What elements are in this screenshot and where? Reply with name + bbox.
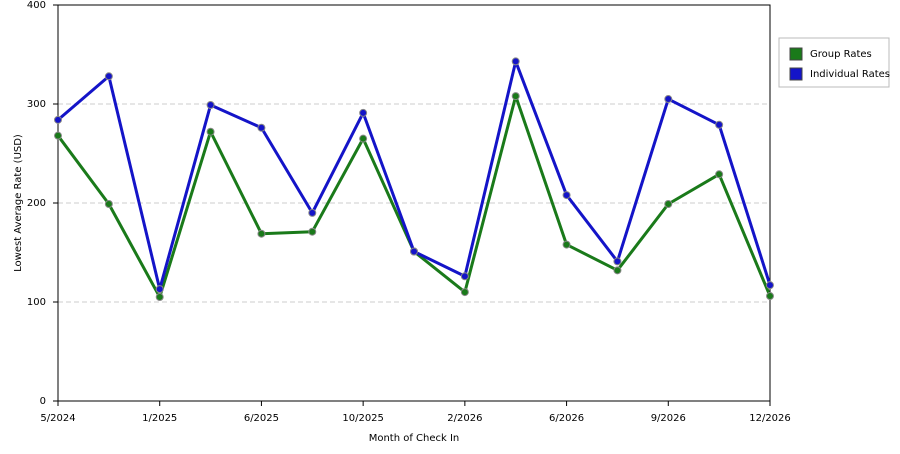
data-point — [511, 92, 520, 101]
data-point — [613, 266, 622, 275]
y-tick-label: 400 — [27, 0, 46, 11]
x-tick-label: 1/2025 — [142, 413, 177, 424]
y-tick-label: 100 — [27, 297, 46, 308]
data-point — [410, 247, 418, 256]
data-point — [359, 134, 368, 143]
legend-swatch — [789, 47, 803, 61]
x-tick-label: 10/2025 — [342, 413, 384, 424]
data-point — [257, 123, 266, 132]
plot-frame — [57, 4, 771, 402]
data-point — [715, 170, 724, 179]
data-point — [562, 240, 571, 249]
data-point — [155, 285, 164, 294]
data-point — [562, 191, 571, 200]
legend-swatch — [789, 67, 803, 81]
x-tick-label: 6/2026 — [549, 413, 584, 424]
data-point — [359, 108, 368, 117]
x-tick-label: 6/2025 — [244, 413, 279, 424]
data-point — [460, 272, 469, 281]
data-point — [308, 208, 317, 217]
data-point — [54, 115, 62, 124]
data-point — [766, 292, 774, 301]
data-point — [664, 199, 673, 208]
data-point — [155, 293, 164, 302]
data-point — [206, 127, 215, 136]
data-point — [206, 100, 215, 109]
x-tick-label: 2/2026 — [447, 413, 482, 424]
y-tick-label: 0 — [40, 396, 46, 407]
y-axis-label: Lowest Average Rate (USD) — [13, 134, 24, 272]
legend-label: Group Rates — [810, 49, 872, 60]
data-point — [613, 257, 622, 266]
data-point — [54, 131, 62, 140]
y-tick-label: 300 — [27, 99, 46, 110]
data-point — [511, 57, 520, 66]
data-point — [460, 288, 469, 297]
x-axis-label: Month of Check In — [369, 433, 460, 444]
x-tick-label: 5/2024 — [40, 413, 75, 424]
legend-label: Individual Rates — [810, 69, 890, 80]
data-point — [104, 199, 113, 208]
data-point — [257, 229, 266, 238]
data-point — [766, 281, 774, 290]
y-tick-label: 200 — [27, 198, 46, 209]
data-point — [104, 72, 113, 81]
x-tick-label: 12/2026 — [749, 413, 791, 424]
data-point — [308, 227, 317, 236]
data-point — [664, 95, 673, 104]
data-point — [715, 120, 724, 129]
x-tick-label: 9/2026 — [651, 413, 686, 424]
